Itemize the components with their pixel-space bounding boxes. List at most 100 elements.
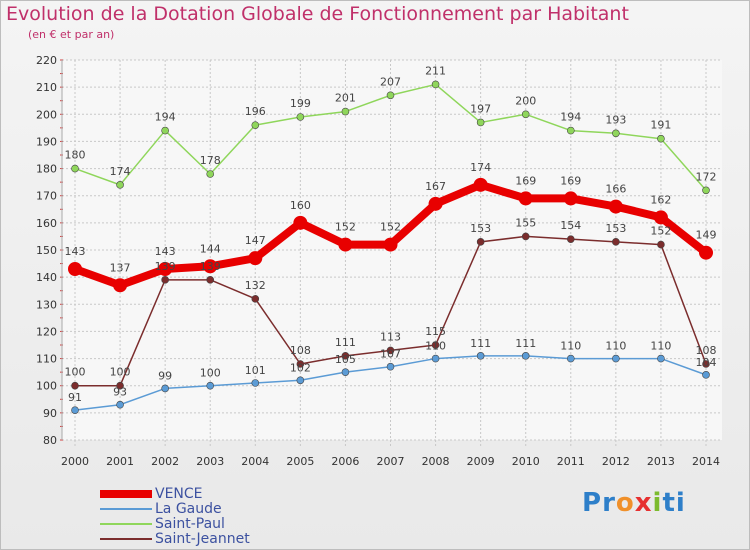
data-label-la-gaude: 99 (158, 369, 172, 382)
y-tick-label: 140 (36, 271, 57, 284)
data-label-vence: 152 (380, 221, 401, 234)
data-label-la-gaude: 110 (560, 340, 581, 353)
y-tick-label: 120 (36, 325, 57, 338)
y-tick-label: 220 (36, 54, 57, 67)
data-label-saint-paul: 207 (380, 75, 401, 88)
data-label-saint-jeannet: 139 (155, 260, 176, 273)
data-point-la-gaude (566, 354, 575, 363)
data-point-saint-jeannet (386, 346, 395, 355)
data-label-saint-paul: 172 (696, 170, 717, 183)
x-tick-label: 2009 (467, 455, 495, 468)
y-tick-label: 170 (36, 190, 57, 203)
data-label-la-gaude: 111 (470, 337, 491, 350)
data-label-saint-jeannet: 100 (65, 366, 86, 379)
y-tick-label: 160 (36, 217, 57, 230)
legend-label: Saint-Jeannet (155, 530, 250, 547)
data-point-saint-paul (71, 164, 79, 173)
data-label-saint-paul: 191 (650, 119, 671, 132)
legend-label: VENCE (155, 485, 203, 502)
data-point-vence (113, 278, 128, 293)
data-point-vence (473, 177, 488, 192)
data-label-saint-jeannet: 153 (470, 222, 491, 235)
y-tick-label: 210 (36, 81, 57, 94)
data-point-saint-jeannet (206, 276, 215, 284)
data-point-saint-paul (206, 170, 215, 178)
data-label-saint-jeannet: 108 (290, 344, 311, 357)
data-label-vence: 152 (335, 221, 356, 234)
data-label-vence: 166 (605, 183, 626, 196)
x-tick-label: 2007 (377, 455, 405, 468)
data-label-saint-jeannet: 132 (245, 279, 266, 292)
data-label-saint-paul: 180 (65, 149, 86, 162)
data-label-vence: 137 (110, 261, 131, 274)
x-tick-label: 2014 (692, 455, 720, 468)
y-tick-label: 200 (36, 108, 57, 121)
logo-letter: i (675, 488, 686, 518)
data-point-saint-paul (386, 91, 395, 100)
data-point-saint-jeannet (612, 238, 620, 246)
data-label-la-gaude: 110 (425, 340, 446, 353)
data-label-la-gaude: 110 (605, 340, 626, 353)
data-label-vence: 160 (290, 199, 311, 212)
logo-letter: i (652, 488, 663, 518)
data-label-saint-jeannet: 153 (605, 222, 626, 235)
data-label-saint-jeannet: 113 (380, 330, 401, 343)
data-point-la-gaude (521, 352, 530, 360)
data-label-saint-paul: 193 (605, 113, 626, 126)
x-tick-label: 2000 (61, 455, 89, 468)
data-label-vence: 169 (515, 174, 536, 187)
data-label-vence: 162 (650, 193, 671, 206)
data-label-saint-paul: 174 (110, 165, 131, 178)
x-tick-label: 2004 (241, 455, 269, 468)
y-tick-label: 130 (36, 298, 57, 311)
data-label-la-gaude: 100 (200, 367, 221, 380)
legend-item-la-gaude: La Gaude (100, 501, 222, 517)
legend-item-saint-paul: Saint-Paul (100, 516, 225, 532)
data-point-la-gaude (612, 354, 620, 363)
data-point-saint-jeannet (702, 360, 710, 368)
y-tick-label: 180 (36, 163, 57, 176)
data-point-saint-jeannet (116, 381, 124, 390)
data-point-saint-paul (657, 134, 665, 143)
data-point-vence (293, 215, 308, 230)
data-label-la-gaude: 111 (515, 337, 536, 350)
data-label-saint-jeannet: 115 (425, 325, 446, 338)
data-label-saint-paul: 201 (335, 92, 356, 105)
legend-item-saint-jeannet: Saint-Jeannet (100, 530, 250, 547)
logo-letter: r (602, 488, 616, 518)
x-tick-label: 2013 (647, 455, 675, 468)
data-label-la-gaude: 102 (290, 361, 311, 374)
data-label-saint-jeannet: 152 (650, 225, 671, 238)
x-tick-label: 2002 (151, 455, 179, 468)
data-point-saint-jeannet (566, 235, 575, 243)
x-tick-label: 2012 (602, 455, 630, 468)
y-tick-label: 110 (36, 353, 57, 366)
x-tick-label: 2006 (331, 455, 359, 468)
data-label-saint-paul: 194 (560, 111, 581, 124)
data-label-saint-paul: 211 (425, 64, 446, 77)
data-label-vence: 167 (425, 180, 446, 193)
data-point-saint-jeannet (476, 238, 485, 246)
data-point-vence (248, 251, 263, 266)
data-point-saint-paul (161, 126, 169, 135)
data-label-vence: 143 (65, 245, 86, 258)
x-tick-label: 2005 (286, 455, 314, 468)
data-point-saint-paul (612, 129, 620, 138)
x-tick-label: 2003 (196, 455, 224, 468)
legend-swatch (100, 489, 152, 498)
data-point-saint-jeannet (341, 352, 350, 360)
data-point-vence (699, 245, 713, 260)
data-label-saint-paul: 178 (200, 154, 221, 167)
data-label-la-gaude: 91 (68, 391, 82, 404)
data-point-la-gaude (161, 384, 169, 393)
data-label-vence: 144 (200, 242, 221, 255)
data-point-la-gaude (431, 354, 440, 363)
data-label-saint-jeannet: 100 (110, 366, 131, 379)
data-point-la-gaude (116, 400, 124, 409)
data-label-la-gaude: 110 (650, 340, 671, 353)
data-point-la-gaude (251, 379, 260, 387)
chart-subtitle: (en € et par an) (28, 28, 115, 41)
logo-letter: t (662, 488, 676, 518)
data-point-saint-jeannet (161, 276, 169, 284)
